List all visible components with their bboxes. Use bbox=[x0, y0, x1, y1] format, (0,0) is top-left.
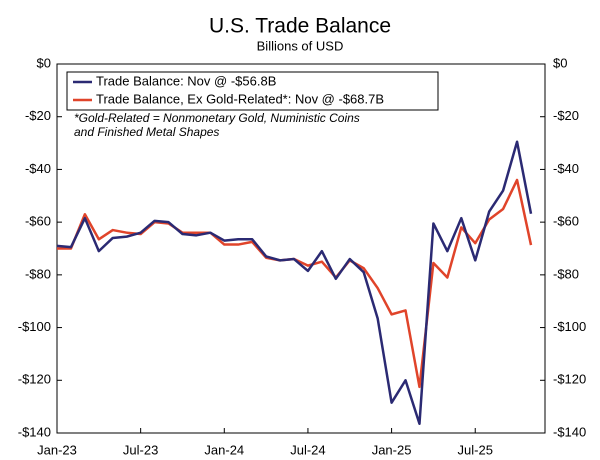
x-tick-label: Jan-23 bbox=[37, 442, 77, 457]
y2-tick-label: -$120 bbox=[553, 372, 586, 387]
series-line bbox=[56, 140, 533, 426]
y2-tick-label: -$60 bbox=[553, 214, 579, 229]
x-tick-label: Jan-25 bbox=[372, 442, 412, 457]
y2-tick-label: -$20 bbox=[553, 108, 579, 123]
series-line bbox=[57, 178, 533, 389]
legend-label: Trade Balance: Nov @ -$56.8B bbox=[96, 73, 276, 88]
y-tick-label: -$40 bbox=[25, 161, 51, 176]
chart-subtitle: Billions of USD bbox=[257, 38, 344, 53]
x-tick-label: Jul-23 bbox=[123, 442, 158, 457]
chart-title: U.S. Trade Balance bbox=[209, 15, 391, 38]
y2-tick-label: -$80 bbox=[553, 266, 579, 281]
y2-tick-label: $0 bbox=[553, 55, 567, 70]
y2-tick-label: -$40 bbox=[553, 161, 579, 176]
y-tick-label: -$80 bbox=[25, 266, 51, 281]
y2-tick-label: -$100 bbox=[553, 319, 586, 334]
y-tick-label: -$60 bbox=[25, 214, 51, 229]
x-tick-label: Jan-24 bbox=[204, 442, 244, 457]
y-tick-label: -$20 bbox=[25, 108, 51, 123]
legend-box bbox=[66, 71, 439, 111]
y2-tick-label: -$140 bbox=[553, 424, 586, 439]
annotation: and Finished Metal Shapes bbox=[74, 125, 219, 139]
y-tick-label: $0 bbox=[37, 55, 51, 70]
y-tick-label: -$140 bbox=[18, 424, 51, 439]
legend-label: Trade Balance, Ex Gold-Related*: Nov @ -… bbox=[96, 91, 384, 106]
x-tick-label: Jul-25 bbox=[458, 442, 493, 457]
y-tick-label: -$100 bbox=[18, 319, 51, 334]
x-tick-label: Jul-24 bbox=[290, 442, 325, 457]
annotation: *Gold-Related = Nonmonetary Gold, Numini… bbox=[74, 111, 360, 125]
y-tick-label: -$120 bbox=[18, 372, 51, 387]
